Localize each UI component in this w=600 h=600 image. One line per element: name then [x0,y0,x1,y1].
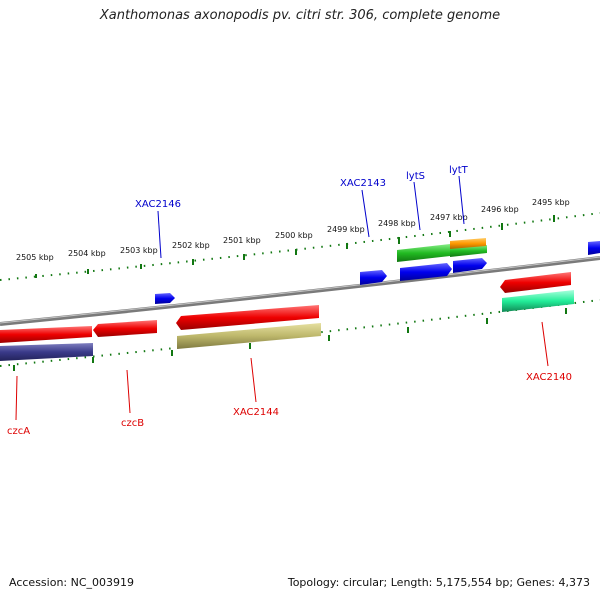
ruler-label-2498: 2498 kbp [378,219,416,228]
accession-text: Accession: NC_003919 [9,576,135,589]
gene-lytS[interactable] [400,263,452,281]
leader-xac2143 [361,189,370,238]
leader-lytT [458,175,465,225]
label-czcA[interactable]: czcA [7,426,30,437]
leader-czcB [126,369,131,414]
feature-lytS-green [397,244,450,262]
ruler-label-2495: 2495 kbp [532,198,570,207]
label-lytT[interactable]: lytT [449,165,469,176]
ruler-label-2505: 2505 kbp [16,253,54,262]
gene-edge-right[interactable] [588,241,600,255]
ruler-label-2501: 2501 kbp [223,236,261,245]
label-xac2146[interactable]: XAC2146 [135,199,181,210]
ruler-label-2502: 2502 kbp [172,241,210,250]
label-czcB[interactable]: czcB [121,418,144,429]
ruler-label-2497: 2497 kbp [430,213,468,222]
feature-xac2140-teal [502,290,574,312]
ruler-label-2496: 2496 kbp [481,205,519,214]
leader-xac2146 [157,210,162,259]
leader-lytS [413,181,421,231]
genome-title: Xanthomonas axonopodis pv. citri str. 30… [99,8,501,23]
label-xac2143[interactable]: XAC2143 [340,178,386,189]
upper-ruler-ticks [35,215,555,278]
forward-genes [155,238,600,304]
gene-czcB[interactable] [93,320,157,337]
genome-summary-text: Topology: circular; Length: 5,175,554 bp… [287,576,590,589]
feature-czcA-navy [0,343,93,361]
leader-czcA [15,375,18,421]
reverse-genes [0,272,574,361]
feature-xac2144-olive [177,323,321,349]
gene-xac2140[interactable] [500,272,571,293]
leader-xac2144 [250,357,257,403]
label-lytS[interactable]: lytS [406,171,425,182]
lower-ruler-ticks [13,308,567,371]
gene-lytT[interactable] [453,258,487,273]
gene-xac2144[interactable] [176,305,319,330]
gene-xac2146[interactable] [155,293,175,304]
gene-czcA[interactable] [0,326,92,343]
gene-xac2143[interactable] [360,270,387,285]
label-xac2144[interactable]: XAC2144 [233,407,279,418]
ruler-label-2499: 2499 kbp [327,225,365,234]
genome-backbone [0,256,600,326]
leader-xac2140 [541,321,549,367]
ruler-label-2504: 2504 kbp [68,249,106,258]
ruler-label-2500: 2500 kbp [275,231,313,240]
label-xac2140[interactable]: XAC2140 [526,372,572,383]
upper-ruler [0,212,600,281]
feature-lytT-orange [450,238,486,249]
ruler-label-2503: 2503 kbp [120,246,158,255]
